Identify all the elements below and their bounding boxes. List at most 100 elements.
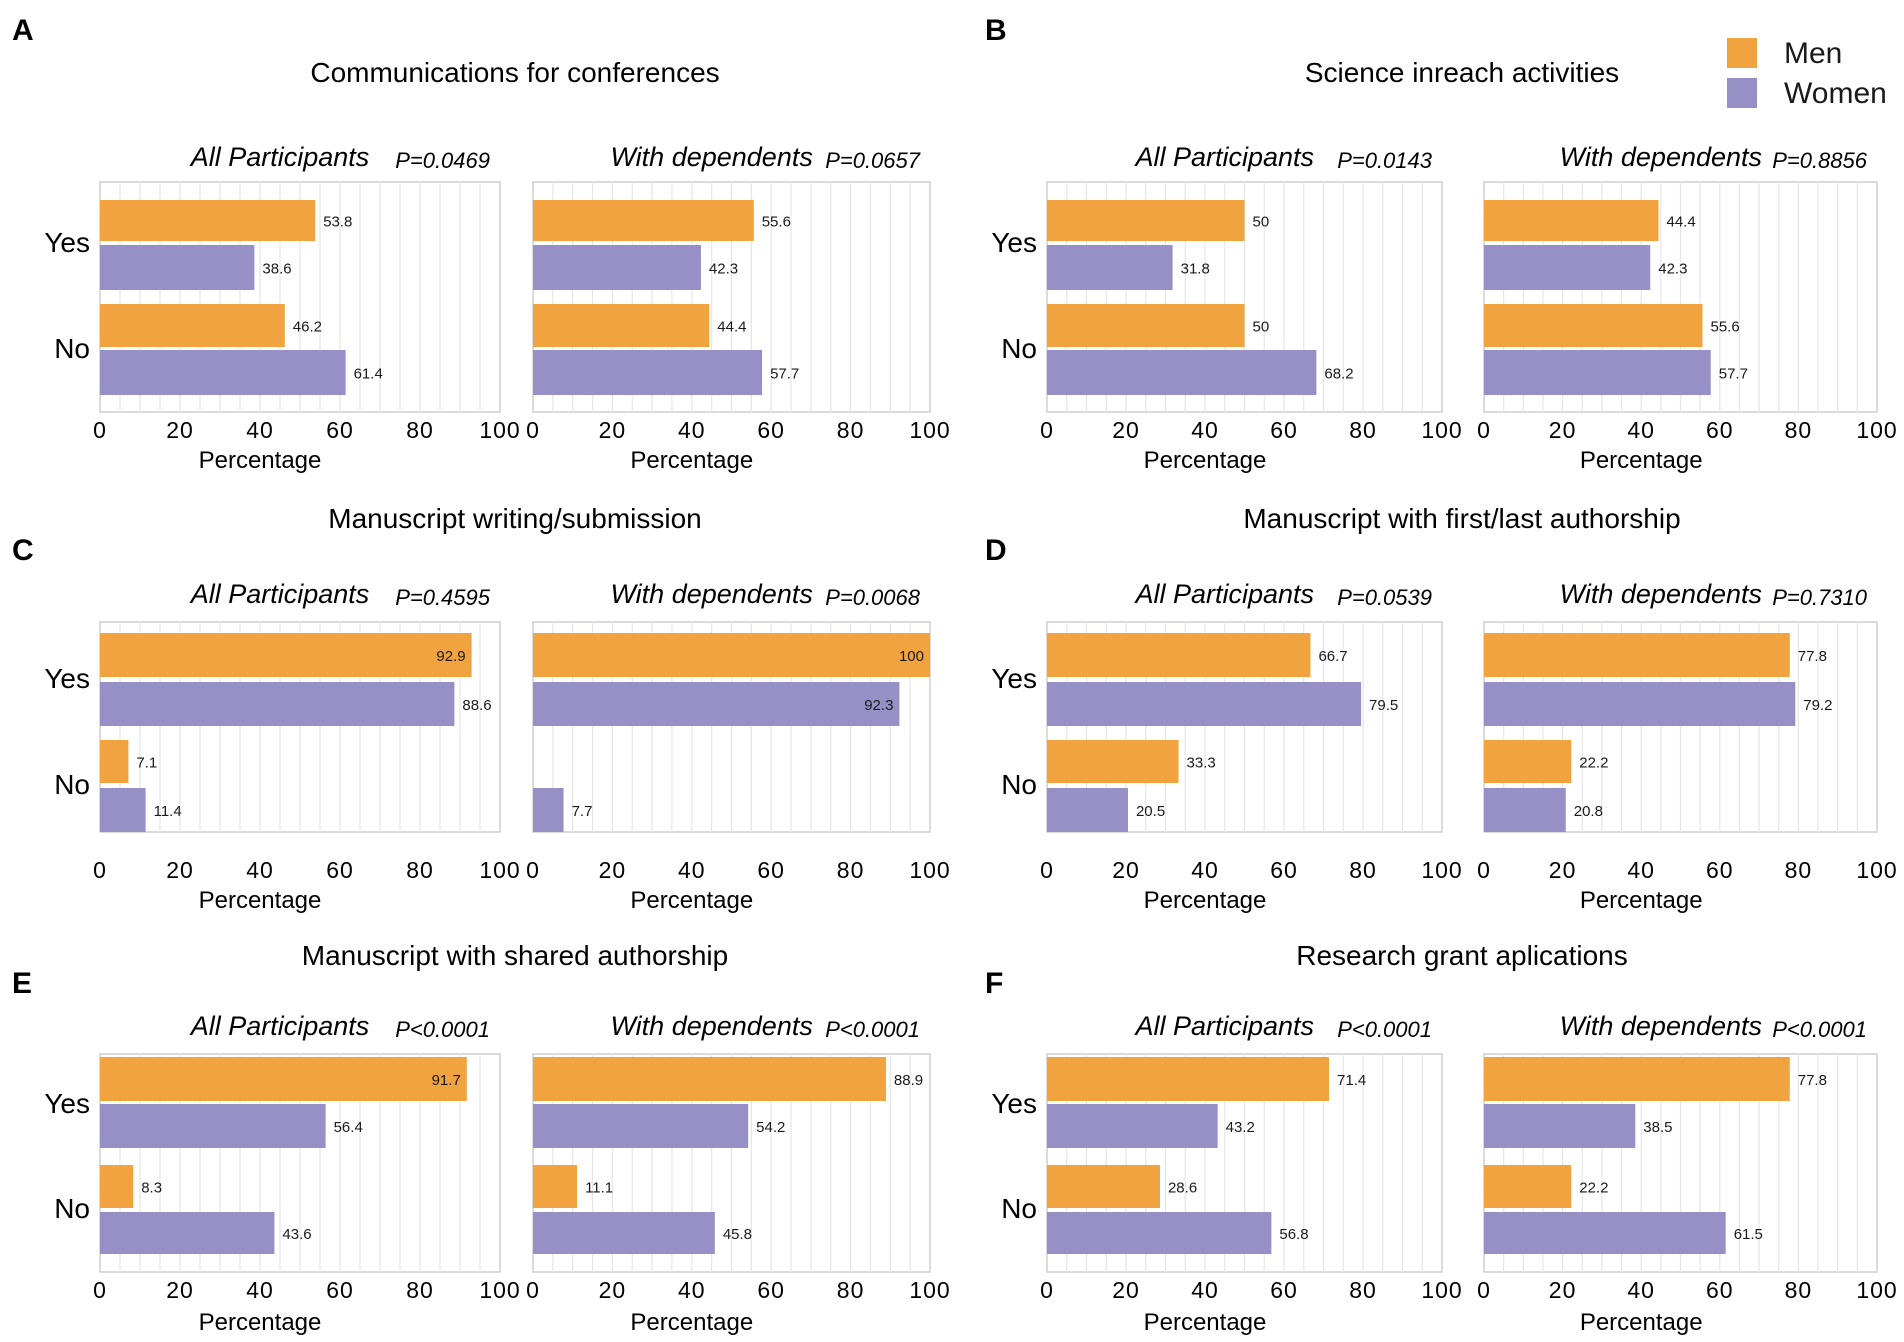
x-tick-label: 20 [1112, 857, 1140, 883]
data-label-women-no: 68.2 [1324, 366, 1353, 383]
panel-title: Science inreach activities [1305, 57, 1619, 88]
bar-women-yes [1484, 682, 1796, 726]
data-label-men-yes: 88.9 [894, 1072, 923, 1089]
category-label-no: No [1001, 1193, 1037, 1224]
x-tick-label: 20 [1549, 1277, 1577, 1303]
category-label-no: No [54, 333, 90, 364]
x-tick-label: 100 [1856, 1277, 1897, 1303]
bar-men-yes [1484, 1057, 1790, 1101]
bar-women-no [1484, 350, 1711, 395]
bar-men-yes [533, 633, 930, 677]
x-tick-label: 40 [678, 417, 706, 443]
bar-women-yes [533, 1104, 749, 1148]
x-tick-label: 0 [1040, 1277, 1054, 1303]
p-value: P=0.0143 [1337, 148, 1433, 173]
category-label-no: No [1001, 769, 1037, 800]
panel-title: Manuscript with shared authorship [302, 940, 728, 971]
x-tick-label: 20 [166, 1277, 194, 1303]
data-label-men-no: 28.6 [1168, 1180, 1197, 1197]
bar-men-no [1484, 1165, 1572, 1208]
data-label-men-no: 22.2 [1579, 755, 1608, 772]
panel-letter: E [12, 967, 32, 1000]
data-label-women-no: 7.7 [572, 803, 593, 820]
panel-d: D Manuscript with first/last authorship Ye… [985, 503, 1897, 914]
x-tick-label: 80 [1785, 857, 1813, 883]
bar-women-no [533, 788, 564, 832]
bar-women-yes [1047, 245, 1173, 290]
subplot-title: With dependents [610, 579, 812, 609]
bar-men-yes [1047, 200, 1245, 241]
x-tick-label: 100 [1421, 857, 1462, 883]
p-value: P=0.8856 [1772, 148, 1868, 173]
bar-women-yes [100, 245, 255, 290]
bar-men-no [100, 740, 129, 783]
bar-women-no [100, 1212, 275, 1254]
bar-women-yes [1047, 1104, 1218, 1148]
panel-title: Research grant aplications [1296, 940, 1628, 971]
category-label-no: No [54, 769, 90, 800]
x-tick-label: 60 [1270, 857, 1298, 883]
data-label-men-no: 33.3 [1187, 755, 1216, 772]
data-label-women-no: 20.8 [1574, 803, 1603, 820]
x-tick-label: 60 [326, 417, 354, 443]
subplot-title: All Participants [189, 579, 370, 609]
panel-letter: C [12, 534, 34, 567]
x-tick-label: 100 [479, 417, 520, 443]
data-label-men-no: 11.1 [585, 1180, 613, 1197]
bar-women-no [1047, 788, 1128, 832]
x-tick-label: 0 [1477, 417, 1491, 443]
bar-women-no [1047, 350, 1317, 395]
subplot-with-dependents: With dependents P=0.0068 100 92.3 7.7 0 20 40 60… [526, 579, 950, 914]
bar-men-no [100, 1165, 134, 1208]
data-label-women-yes: 31.8 [1181, 261, 1210, 278]
bar-men-no [1047, 1165, 1160, 1208]
x-tick-label: 60 [1270, 1277, 1298, 1303]
p-value: P=0.0657 [825, 148, 921, 173]
bar-men-yes [1484, 200, 1659, 241]
subplot-all-participants: All Participants P<0.0001 71.4 43.2 28.6 56.8… [1040, 1011, 1462, 1336]
bar-women-no [1047, 1212, 1272, 1254]
bar-men-yes [533, 200, 754, 241]
subplot-title: With dependents [1560, 142, 1762, 172]
x-tick-label: 100 [1856, 857, 1897, 883]
x-tick-label: 0 [526, 417, 540, 443]
data-label-women-no: 43.6 [282, 1226, 311, 1243]
bar-men-yes [533, 1057, 886, 1101]
data-label-women-yes: 43.2 [1226, 1119, 1255, 1136]
x-tick-label: 80 [1349, 857, 1377, 883]
x-axis-label: Percentage [199, 1309, 322, 1336]
data-label-women-no: 57.7 [1719, 366, 1748, 383]
subplot-title: All Participants [1133, 579, 1314, 609]
data-label-women-no: 20.5 [1136, 803, 1165, 820]
x-axis-label: Percentage [630, 1309, 753, 1336]
bar-men-no [1484, 304, 1703, 347]
x-tick-label: 0 [1477, 1277, 1491, 1303]
x-tick-label: 80 [1349, 417, 1377, 443]
x-tick-label: 40 [1191, 417, 1219, 443]
data-label-women-no: 56.8 [1279, 1226, 1308, 1243]
x-tick-label: 20 [166, 857, 194, 883]
x-tick-label: 40 [1627, 857, 1655, 883]
x-tick-label: 60 [326, 857, 354, 883]
p-value: P=0.0068 [825, 585, 921, 610]
subplot-title: With dependents [1560, 1011, 1762, 1041]
x-tick-label: 40 [1627, 417, 1655, 443]
panel-title: Manuscript with first/last authorship [1243, 503, 1680, 534]
data-label-women-yes: 88.6 [462, 697, 491, 714]
data-label-men-yes: 50 [1253, 214, 1270, 231]
x-tick-label: 100 [909, 417, 950, 443]
x-tick-label: 60 [757, 1277, 785, 1303]
bar-men-yes [100, 1057, 467, 1101]
data-label-women-no: 45.8 [723, 1226, 752, 1243]
subplot-all-participants: All Participants P=0.4595 92.9 88.6 7.1 11.4 0… [93, 579, 520, 914]
bar-men-no [100, 304, 285, 347]
subplot-all-participants: All Participants P=0.0469 53.8 38.6 46.2 61.4… [93, 142, 520, 474]
x-tick-label: 100 [1421, 1277, 1462, 1303]
data-label-men-yes: 77.8 [1798, 1072, 1827, 1089]
legend-label-men: Men [1784, 37, 1842, 70]
data-label-men-yes: 92.9 [436, 648, 465, 665]
x-tick-label: 100 [909, 1277, 950, 1303]
x-axis-label: Percentage [1144, 1309, 1267, 1336]
